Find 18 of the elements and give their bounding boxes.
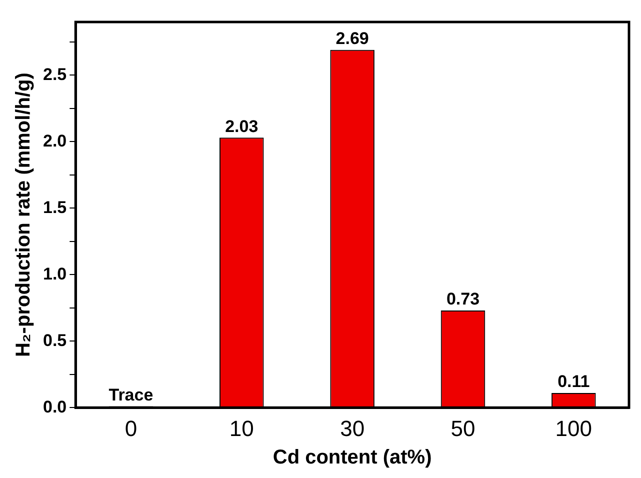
data-label: 2.03 (225, 116, 258, 136)
data-label: 0.73 (446, 290, 480, 309)
x-tick-label: 100 (555, 416, 592, 441)
x-tick-label: 50 (450, 416, 476, 441)
data-label: 0.11 (558, 372, 590, 392)
y-tick-label: 2.0 (42, 131, 67, 150)
data-label: 2.69 (336, 29, 369, 48)
y-tick-label: 1.5 (42, 198, 67, 217)
x-tick-label: 0 (124, 416, 138, 441)
y-tick-label: 0.5 (42, 330, 67, 350)
x-tick-label: 30 (340, 416, 365, 441)
x-axis-title: Cd content (at%) (272, 446, 432, 469)
y-tick-label: 2.5 (42, 64, 67, 84)
x-tick-label: 10 (229, 416, 254, 441)
data-label: Trace (108, 385, 154, 404)
y-axis-title: H₂-production rate (mmol/h/g) (12, 72, 35, 358)
y-tick-label: 0.0 (42, 397, 67, 416)
y-tick-label: 1.0 (42, 264, 67, 284)
